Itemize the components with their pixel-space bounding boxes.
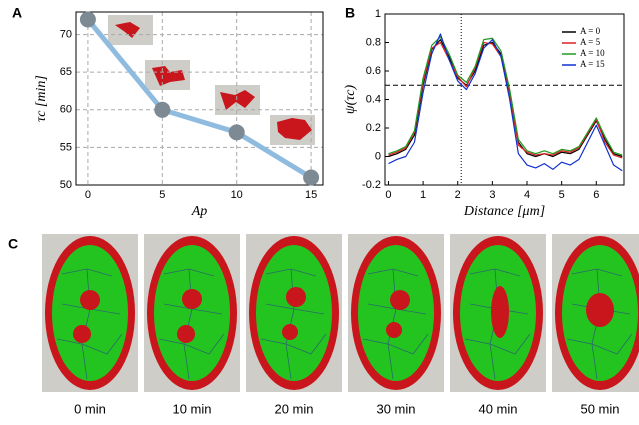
x-tick-label: 10 [231, 189, 243, 201]
data-point [154, 101, 171, 118]
y-tick-label: 70 [60, 28, 72, 40]
y-axis-label: τc [min] [34, 75, 49, 122]
data-line [85, 17, 313, 180]
x-tick-label: 0 [385, 189, 391, 201]
legend-label: A = 15 [580, 59, 605, 69]
x-tick-label: 5 [159, 189, 165, 201]
x-axis-label: Distance [μm] [463, 204, 545, 219]
y-tick-label: 65 [60, 66, 72, 78]
frame-label: 30 min [376, 401, 415, 416]
y-tick-label: 0.4 [366, 93, 381, 105]
y-tick-label: -0.2 [362, 179, 381, 191]
x-tick-label: 1 [420, 189, 426, 201]
panel-label: A [12, 5, 22, 21]
frame-label: 50 min [580, 401, 619, 416]
x-tick-label: 4 [524, 189, 530, 201]
y-tick-label: 0.6 [366, 65, 381, 77]
y-tick-label: 0 [375, 150, 381, 162]
x-tick-label: 5 [559, 189, 565, 201]
x-tick-label: 15 [305, 189, 317, 201]
y-tick-label: 50 [60, 179, 72, 191]
plot-frame [384, 13, 625, 186]
x-tick-label: 2 [455, 189, 461, 201]
data-point [228, 124, 245, 141]
cell-images [41, 233, 639, 393]
panel-label: B [345, 5, 355, 21]
y-tick-label: 1 [375, 8, 381, 20]
y-tick-label: 55 [60, 141, 72, 153]
insets [108, 15, 315, 145]
frame-label: 10 min [172, 401, 211, 416]
panel-label: C [8, 236, 18, 252]
legend-label: A = 5 [580, 37, 601, 47]
data-line [388, 33, 623, 172]
plot-frame [75, 11, 324, 186]
y-tick-label: 60 [60, 104, 72, 116]
y-tick-label: 0.2 [366, 122, 381, 134]
x-tick-label: 3 [489, 189, 495, 201]
x-axis-label: Ap [191, 204, 208, 219]
x-tick-label: 6 [593, 189, 599, 201]
frame-label: 0 min [74, 401, 106, 416]
data-line [388, 36, 623, 156]
frame-label: 20 min [274, 401, 313, 416]
frame-label: 40 min [478, 401, 517, 416]
y-axis-label: ψ(τc) [343, 85, 358, 115]
y-tick-label: 0.8 [366, 36, 381, 48]
x-tick-label: 0 [85, 189, 91, 201]
legend-label: A = 10 [580, 48, 605, 58]
data-point [79, 11, 96, 28]
data-point [303, 169, 320, 186]
legend-label: A = 0 [580, 26, 601, 36]
